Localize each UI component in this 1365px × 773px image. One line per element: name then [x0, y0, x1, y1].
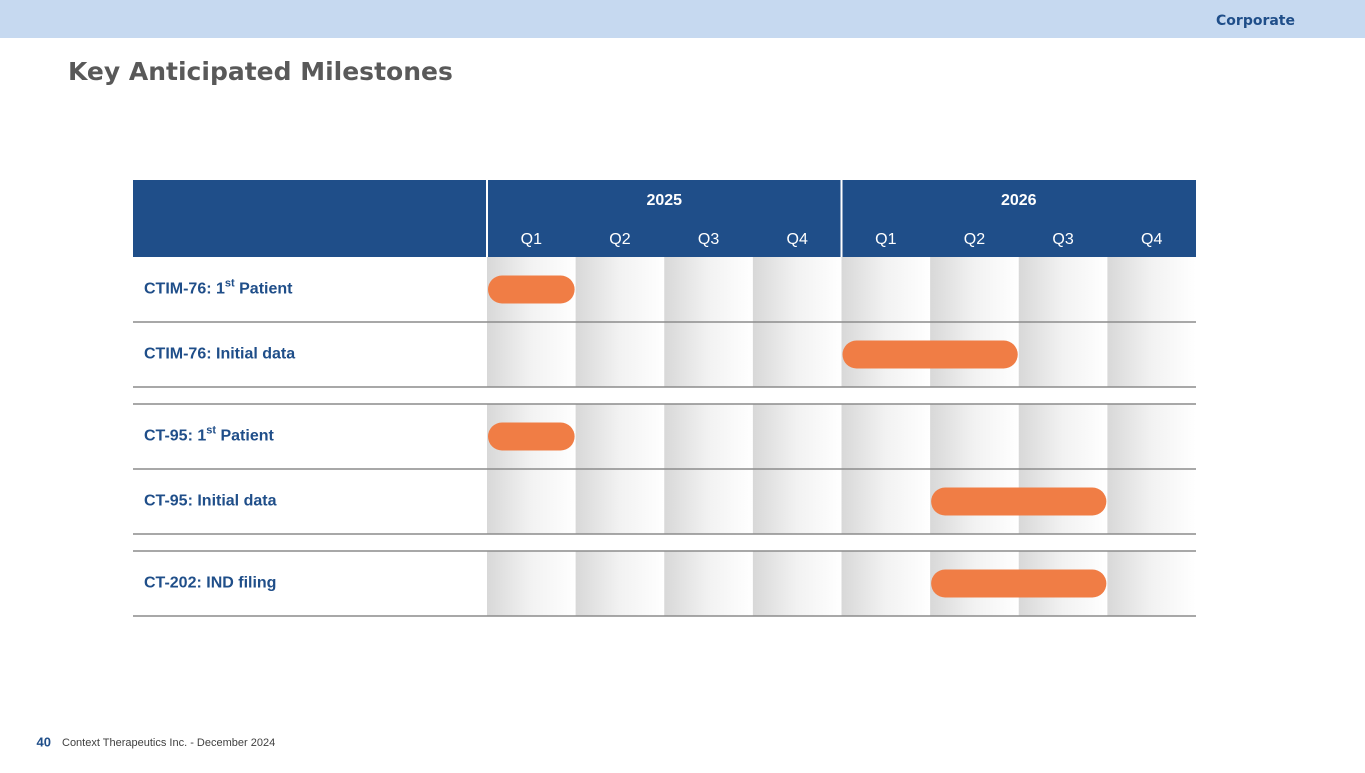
column-shade	[575, 322, 665, 387]
column-shade	[664, 322, 753, 387]
slide-title: Key Anticipated Milestones	[68, 57, 453, 86]
milestone-label: CTIM-76: 1st Patient	[144, 277, 293, 297]
label-superscript: st	[225, 277, 235, 289]
column-shade	[664, 551, 753, 616]
table-header	[133, 180, 1196, 257]
column-shade	[752, 469, 842, 534]
label-part: Patient	[216, 428, 274, 445]
column-shade	[752, 551, 842, 616]
milestone-label: CT-95: 1st Patient	[144, 424, 274, 444]
label-part: CTIM-76: Initial data	[144, 346, 295, 363]
quarter-label: Q2	[964, 231, 985, 248]
column-shade	[1107, 551, 1196, 616]
column-shade	[487, 551, 576, 616]
top-band	[0, 0, 1365, 38]
milestone-bar	[488, 275, 575, 304]
column-shade	[575, 551, 665, 616]
column-shade	[930, 257, 1019, 322]
column-shade	[841, 404, 931, 469]
column-shade	[841, 257, 931, 322]
column-shade	[487, 322, 576, 387]
section-label: Corporate	[1216, 13, 1295, 29]
column-shade	[575, 469, 665, 534]
column-shade	[1107, 469, 1196, 534]
column-shade	[575, 404, 665, 469]
column-shade	[487, 469, 576, 534]
quarter-label: Q1	[875, 231, 896, 248]
column-shade	[664, 469, 753, 534]
column-shade	[930, 404, 1019, 469]
column-shade	[1107, 257, 1196, 322]
column-shade	[841, 551, 931, 616]
label-part: CT-95: 1	[144, 428, 206, 445]
column-shade	[752, 404, 842, 469]
column-shade	[1018, 322, 1108, 387]
column-shade	[1018, 257, 1108, 322]
label-superscript: st	[206, 424, 216, 436]
milestone-bar	[931, 487, 1107, 516]
label-part: CT-202: IND filing	[144, 575, 276, 592]
column-shade	[1107, 322, 1196, 387]
year-label: 2026	[1001, 192, 1037, 209]
column-shade	[1018, 404, 1108, 469]
quarter-label: Q1	[521, 231, 542, 248]
page-number: 40	[37, 734, 51, 749]
column-shade	[575, 257, 665, 322]
year-label: 2025	[646, 192, 682, 209]
quarter-label: Q3	[1052, 231, 1073, 248]
milestone-bar	[931, 569, 1107, 598]
column-shade	[841, 469, 931, 534]
milestone-label: CT-202: IND filing	[144, 575, 276, 592]
quarter-label: Q3	[698, 231, 719, 248]
label-part: CTIM-76: 1	[144, 281, 225, 298]
milestone-bar	[842, 340, 1018, 369]
column-shade	[752, 322, 842, 387]
label-part: Patient	[235, 281, 293, 298]
column-shade	[752, 257, 842, 322]
column-shade	[664, 404, 753, 469]
milestone-bar	[488, 422, 575, 451]
label-part: CT-95: Initial data	[144, 493, 277, 510]
footer-text: Context Therapeutics Inc. - December 202…	[62, 737, 275, 749]
column-shade	[664, 257, 753, 322]
quarter-label: Q2	[609, 231, 630, 248]
column-shade	[1107, 404, 1196, 469]
quarter-label: Q4	[1141, 231, 1162, 248]
quarter-label: Q4	[787, 231, 808, 248]
milestone-label: CT-95: Initial data	[144, 493, 277, 510]
milestone-label: CTIM-76: Initial data	[144, 346, 295, 363]
